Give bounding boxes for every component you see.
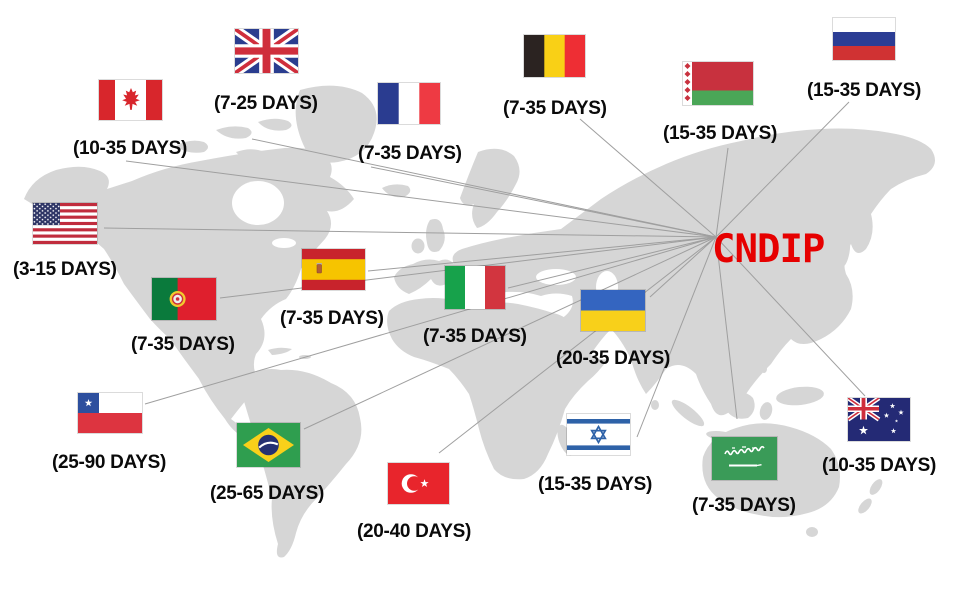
- australia-days-label: (10-35 DAYS): [822, 455, 936, 476]
- turkey-days-label: (20-40 DAYS): [357, 521, 471, 542]
- black-sea: [536, 269, 576, 285]
- ukraine-days-label: (20-35 DAYS): [556, 348, 670, 369]
- saudi-arabia-flag-icon: [712, 437, 777, 480]
- belarus-flag-icon: [683, 62, 753, 105]
- brazil-flag-icon: [237, 423, 300, 467]
- sakhalin: [839, 237, 851, 267]
- australia-flag-icon: [848, 398, 910, 441]
- belgium-flag-icon: [524, 35, 585, 77]
- turkey-route-line: [438, 236, 717, 454]
- hudson-bay: [232, 181, 284, 225]
- france-flag-icon: [378, 83, 440, 124]
- brazil-route-line: [303, 236, 717, 430]
- chile-route-line: [144, 236, 717, 405]
- scandinavia: [460, 148, 520, 228]
- israel-route-line: [636, 236, 717, 438]
- israel-days-label: (15-35 DAYS): [538, 474, 652, 495]
- portugal-days-label: (7-35 DAYS): [131, 334, 235, 355]
- new-zealand: [869, 479, 883, 495]
- great-lakes: [272, 238, 296, 248]
- tasmania: [806, 527, 818, 537]
- british-isles: [426, 219, 445, 252]
- belgium-days-label: (7-35 DAYS): [503, 98, 607, 119]
- france-days-label: (7-35 DAYS): [358, 143, 462, 164]
- portugal-flag-icon: [152, 278, 216, 320]
- italy-days-label: (7-35 DAYS): [423, 326, 527, 347]
- uk-days-label: (7-25 DAYS): [214, 93, 318, 114]
- borneo: [725, 392, 755, 419]
- italy-route-line: [507, 236, 717, 289]
- canada-route-line: [125, 160, 717, 238]
- route-lines: [103, 101, 866, 454]
- usa-route-line: [103, 227, 717, 238]
- france-route-line: [370, 166, 717, 238]
- australia-route-line: [715, 236, 866, 397]
- saudi-route-line: [715, 236, 738, 420]
- continent-africa: [387, 298, 608, 480]
- iceland: [382, 184, 411, 198]
- japan: [779, 277, 797, 301]
- usa-days-label: (3-15 DAYS): [13, 259, 117, 280]
- sri-lanka: [651, 400, 659, 410]
- canada-days-label: (10-35 DAYS): [73, 138, 187, 159]
- chile-days-label: (25-90 DAYS): [52, 452, 166, 473]
- sumatra: [671, 399, 705, 427]
- belgium-route-line: [579, 118, 717, 238]
- belarus-days-label: (15-35 DAYS): [663, 123, 777, 144]
- continent-greenland: [295, 85, 377, 163]
- philippines: [750, 339, 764, 365]
- canada-flag-icon: [99, 80, 162, 120]
- usa-flag-icon: [33, 203, 97, 244]
- continent-eurasia: [394, 128, 935, 416]
- caribbean-islands: [268, 347, 292, 355]
- uk-route-line: [251, 138, 717, 238]
- russia-flag-icon: [833, 18, 895, 60]
- spain-route-line: [367, 236, 717, 272]
- new-guinea: [776, 386, 824, 406]
- russia-days-label: (15-35 DAYS): [807, 80, 921, 101]
- uk-flag-icon: [235, 29, 298, 73]
- arctic-islands: [176, 118, 292, 161]
- spain-flag-icon: [302, 249, 365, 290]
- belarus-route-line: [715, 147, 729, 238]
- israel-flag-icon: [567, 414, 630, 455]
- brand-origin-label: CNDIP: [712, 227, 825, 272]
- sulawesi: [759, 402, 773, 420]
- ukraine-route-line: [649, 236, 717, 298]
- ukraine-flag-icon: [581, 290, 645, 331]
- italy-flag-icon: [445, 266, 505, 309]
- spain-days-label: (7-35 DAYS): [280, 308, 384, 329]
- turkey-flag-icon: [388, 463, 449, 504]
- chile-flag-icon: [78, 393, 142, 433]
- saudi-arabia-days-label: (7-35 DAYS): [692, 495, 796, 516]
- russia-route-line: [715, 101, 850, 238]
- brazil-days-label: (25-65 DAYS): [210, 483, 324, 504]
